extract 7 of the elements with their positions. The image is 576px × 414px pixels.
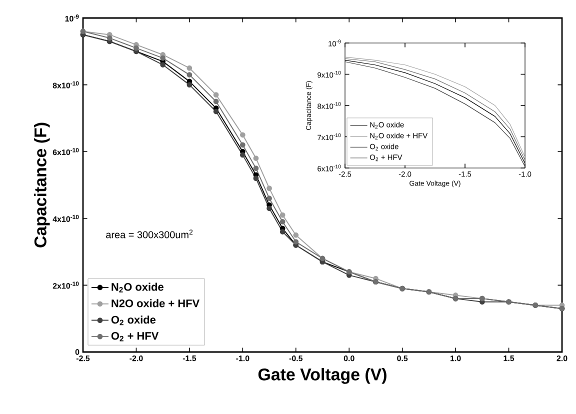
x-axis-title: Gate Voltage (V) xyxy=(258,368,386,384)
annotation: area = 300x300um$^{2}$ xyxy=(106,230,193,238)
y-axis-title: Capacitance (F) xyxy=(34,122,50,248)
legend-label: N$_{2}$O oxide xyxy=(112,282,164,292)
legend-label: O$_{2}$ oxide xyxy=(111,316,156,326)
legend-label: N2O oxide + HFV xyxy=(112,299,200,308)
legend-label: O$_{2}$ + HFV xyxy=(111,332,159,342)
